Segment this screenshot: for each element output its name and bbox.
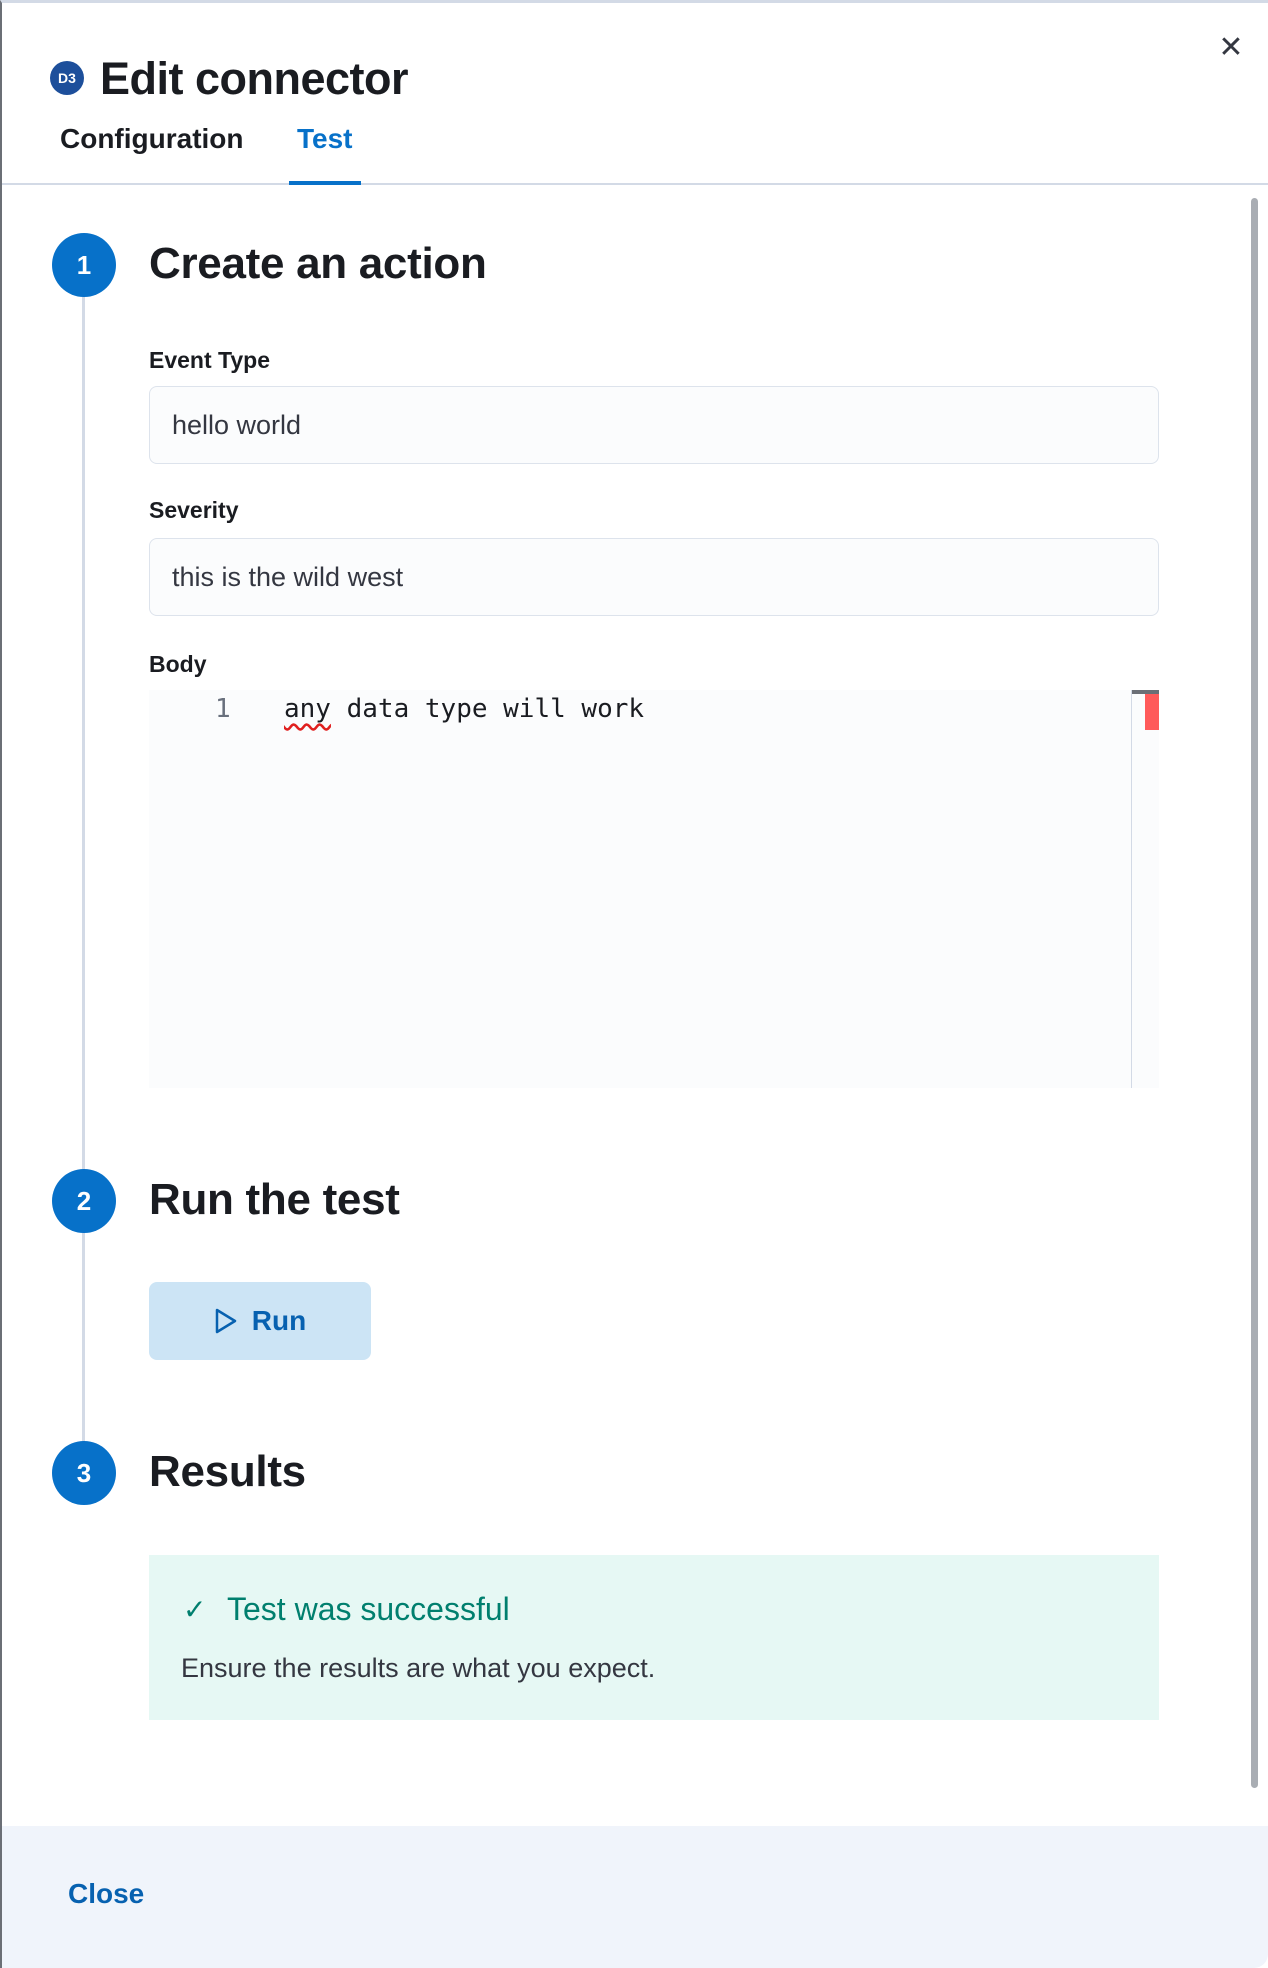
d3-logo-icon: D3 [50, 61, 84, 95]
scrollbar[interactable] [1251, 198, 1258, 1788]
step-3-title: Results [149, 1447, 306, 1496]
ruler-cursor [1132, 690, 1159, 694]
callout-title: Test was successful [227, 1591, 510, 1627]
severity-input[interactable]: this is the wild west [149, 538, 1159, 616]
error-marker [1145, 694, 1159, 730]
tab-configuration[interactable]: Configuration [60, 123, 244, 154]
callout-message: Ensure the results are what you expect. [181, 1653, 656, 1683]
close-icon[interactable]: ✕ [1218, 31, 1244, 64]
run-button[interactable]: Run [149, 1282, 371, 1360]
code-text: data type will work [330, 694, 645, 724]
play-icon [215, 1308, 237, 1334]
success-callout: ✓ Test was successful Ensure the results… [149, 1555, 1159, 1720]
flyout-footer: Close [2, 1826, 1268, 1968]
severity-label: Severity [149, 497, 239, 523]
overview-ruler [1131, 690, 1132, 1088]
misspelled-word: any [284, 694, 331, 724]
flyout-header: D3 Edit connector ✕ Configuration Test [2, 3, 1268, 185]
event-type-input[interactable]: hello world [149, 386, 1159, 464]
body-code-editor[interactable]: 1 any data type will work [149, 690, 1159, 1088]
run-label: Run [251, 1305, 307, 1336]
check-icon: ✓ [183, 1594, 207, 1625]
step-2-number: 2 [52, 1169, 116, 1233]
step-3-number: 3 [52, 1441, 116, 1505]
code-line: any data type will work [284, 694, 644, 724]
tab-test[interactable]: Test [289, 123, 361, 185]
page-title: Edit connector [100, 53, 409, 104]
line-number: 1 [215, 694, 231, 724]
steps-connector-line [82, 283, 85, 1463]
step-2-title: Run the test [149, 1175, 400, 1224]
event-type-label: Event Type [149, 347, 270, 373]
body-label: Body [149, 651, 207, 677]
step-1-title: Create an action [149, 239, 487, 288]
step-1-number: 1 [52, 233, 116, 297]
close-button[interactable]: Close [68, 1878, 145, 1909]
